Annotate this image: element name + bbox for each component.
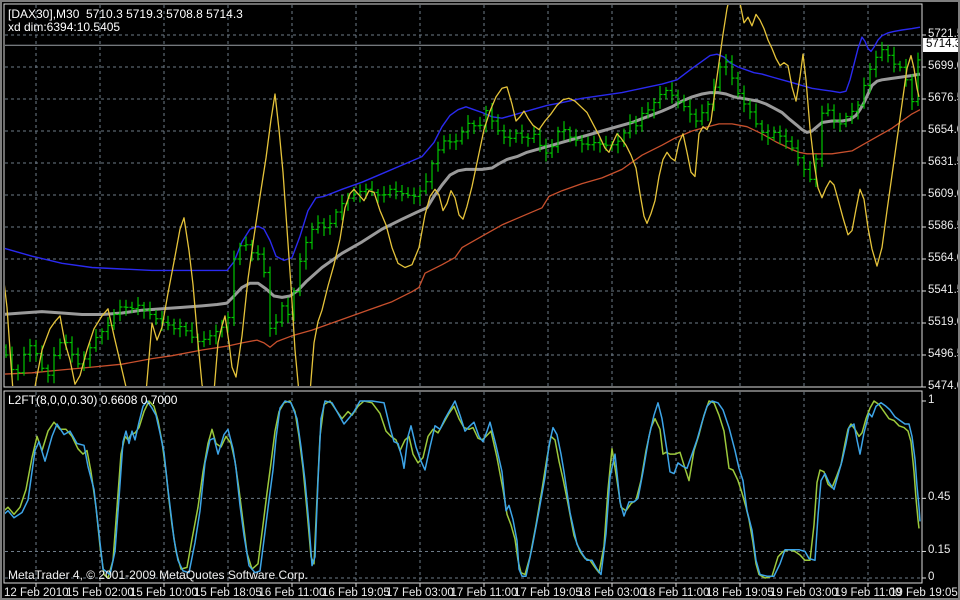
price-axis-label: 5474.0: [928, 380, 960, 392]
time-axis-label: 17 Feb 19:05: [514, 587, 582, 599]
price-axis-label: 5654.0: [928, 124, 960, 136]
time-axis-label: 16 Feb 19:05: [322, 587, 390, 599]
indicator-readout: xd dim:6394:10.5405: [8, 20, 121, 34]
time-axis-label: 18 Feb 03:00: [578, 587, 646, 599]
oscillator-label: L2FT(8,0,0,0.30) 0.6608 0.7000: [8, 393, 178, 407]
time-axis-label: 15 Feb 18:05: [194, 587, 262, 599]
oscillator-axis-label: 0: [928, 571, 935, 583]
price-axis-label: 5519.0: [928, 316, 960, 328]
oscillator-axis-label: 0.45: [928, 491, 951, 504]
price-axis-label: 5609.0: [928, 188, 960, 200]
time-axis-label: 19 Feb 11:00: [834, 587, 902, 599]
price-axis-label: 5631.5: [928, 156, 960, 168]
price-axis-label: 5721.5: [928, 28, 960, 40]
time-axis-label: 17 Feb 11:00: [450, 587, 518, 599]
price-axis-label: 5564.0: [928, 252, 960, 264]
price-axis-label: 5676.5: [928, 92, 960, 104]
time-axis-label: 17 Feb 03:00: [386, 587, 454, 599]
ohlc-readout: [DAX30],M30 5710.3 5719.3 5708.8 5714.3: [8, 7, 243, 21]
time-axis-label: 15 Feb 10:00: [130, 587, 198, 599]
price-axis-label: 5541.5: [928, 284, 960, 296]
time-axis-label: 16 Feb 11:00: [258, 587, 326, 599]
time-axis-label: 19 Feb 03:00: [770, 587, 838, 599]
time-axis-label: 12 Feb 2010: [4, 587, 69, 599]
copyright-text: MetaTrader 4, © 2001-2009 MetaQuotes Sof…: [8, 568, 308, 582]
current-price-box: 5714.3: [923, 38, 958, 52]
oscillator-axis-label: 1: [928, 394, 935, 406]
oscillator-axis-label: 0.15: [928, 544, 951, 557]
time-axis-label: 15 Feb 02:00: [66, 587, 134, 599]
price-axis-label: 5496.5: [928, 348, 960, 360]
price-axis-label: 5699.0: [928, 60, 960, 72]
time-axis-label: 19 Feb 19:05: [890, 587, 958, 599]
price-axis-label: 5586.5: [928, 220, 960, 232]
time-axis-label: 18 Feb 19:05: [706, 587, 774, 599]
time-axis-label: 18 Feb 11:00: [642, 587, 710, 599]
